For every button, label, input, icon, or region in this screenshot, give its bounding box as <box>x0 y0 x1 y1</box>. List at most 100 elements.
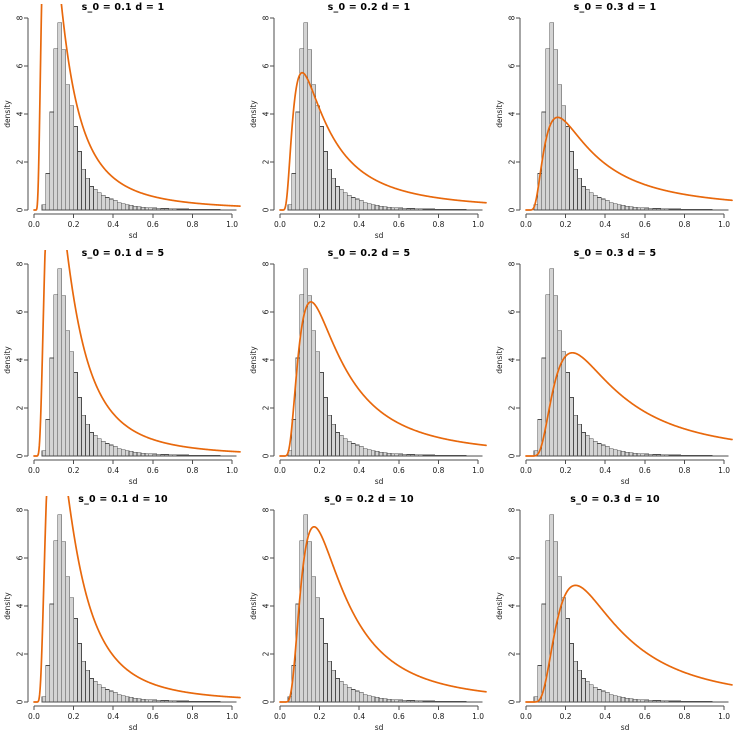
histogram-bar <box>196 454 201 457</box>
x-tick-label: 0.4 <box>107 220 119 229</box>
histogram-bar <box>136 452 142 457</box>
histogram-bar <box>41 696 47 703</box>
x-axis-title: sd <box>129 231 138 240</box>
y-tick-label: 0 <box>508 207 517 212</box>
histogram-bar <box>374 204 380 211</box>
histogram-bar <box>53 48 59 211</box>
x-axis-title: sd <box>375 477 384 486</box>
histogram-bars <box>41 22 237 211</box>
histogram-bar <box>668 700 673 703</box>
histogram-bar <box>442 208 447 211</box>
histogram-bar <box>414 208 420 211</box>
histogram-bar <box>410 700 416 703</box>
histogram-bar <box>656 454 662 457</box>
histogram-bar <box>366 695 372 703</box>
histogram-bar <box>85 669 90 703</box>
x-tick-label: 0.0 <box>520 712 532 721</box>
histogram-bar <box>577 669 582 703</box>
histogram-bar <box>362 202 368 211</box>
histogram-bar <box>688 454 693 457</box>
x-tick-label: 0.8 <box>678 466 690 475</box>
y-tick-label: 4 <box>262 111 271 116</box>
histogram-bar <box>644 207 650 211</box>
histogram-bar <box>589 684 594 703</box>
histogram-bar <box>45 173 51 211</box>
histogram-bar <box>557 84 563 211</box>
histogram-bar <box>604 446 610 457</box>
x-tick-label: 0.2 <box>68 220 80 229</box>
histogram-bar <box>644 699 650 703</box>
histogram-bar <box>100 194 106 211</box>
histogram-bar <box>350 197 356 211</box>
density-curve <box>279 525 487 703</box>
histogram-bar <box>386 206 392 211</box>
histogram-bar <box>311 576 317 703</box>
x-tick-label: 0.2 <box>68 712 80 721</box>
histogram-bar <box>196 700 201 703</box>
histogram-bar <box>160 454 166 457</box>
panel-title: s_0 = 0.3 d = 1 <box>573 2 657 13</box>
axes: 0.0 0.2 0.4 0.6 0.8 1.0 sd 0 2 4 6 8 density <box>495 15 730 240</box>
y-tick-label: 2 <box>508 651 517 656</box>
histogram-bar <box>628 452 634 457</box>
histogram-bar <box>565 618 570 703</box>
histogram-bar <box>616 450 622 457</box>
x-tick-label: 0.8 <box>186 220 198 229</box>
y-axis-title: density <box>3 592 12 620</box>
histogram-bar <box>327 414 332 457</box>
y-tick-label: 0 <box>508 699 517 704</box>
histogram-bar <box>573 414 578 457</box>
x-axis-title: sd <box>129 477 138 486</box>
histogram-bar <box>192 700 197 703</box>
histogram-bar <box>303 22 309 211</box>
histogram-bar <box>414 700 420 703</box>
axes: 0.0 0.2 0.4 0.6 0.8 1.0 sd 0 2 4 6 8 density <box>249 261 484 486</box>
histogram-bar <box>612 203 618 211</box>
x-tick-label: 0.8 <box>186 466 198 475</box>
histogram-bar <box>402 207 408 211</box>
histogram-bar <box>49 357 55 457</box>
y-tick-label: 2 <box>16 405 25 410</box>
x-tick-label: 1.0 <box>718 466 730 475</box>
chart-panel: s_0 = 0.3 d = 10 0.0 0.2 0.4 0.6 0.8 1.0 sd 0 2 4 6… <box>492 492 738 738</box>
histogram-bar <box>53 540 59 703</box>
histogram-bar <box>430 700 435 703</box>
histogram-bar <box>319 372 324 457</box>
histogram-bar <box>188 700 193 703</box>
panel-title: s_0 = 0.3 d = 10 <box>570 494 660 505</box>
histogram-bar <box>112 692 118 703</box>
axes: 0.0 0.2 0.4 0.6 0.8 1.0 sd 0 2 4 6 8 density <box>495 507 730 732</box>
histogram-bar <box>339 681 344 703</box>
histogram-bar <box>585 681 590 703</box>
histogram-bar <box>632 206 638 211</box>
histogram-bar <box>176 700 181 703</box>
histogram-bar <box>604 200 610 211</box>
histogram-bar <box>664 700 669 703</box>
histogram-bar <box>660 700 666 703</box>
histogram-bar <box>303 268 309 457</box>
axes: 0.0 0.2 0.4 0.6 0.8 1.0 sd 0 2 4 6 8 density <box>3 507 238 732</box>
histogram-bar <box>386 452 392 457</box>
x-tick-label: 0.6 <box>147 712 159 721</box>
histogram-bar <box>61 541 67 703</box>
histogram-bar <box>81 168 86 211</box>
histogram-bar <box>354 444 360 457</box>
x-tick-label: 0.8 <box>678 712 690 721</box>
axes: 0.0 0.2 0.4 0.6 0.8 1.0 sd 0 2 4 6 8 density <box>495 261 730 486</box>
y-tick-label: 8 <box>16 507 25 512</box>
histogram-bar <box>100 686 106 703</box>
x-tick-label: 1.0 <box>472 712 484 721</box>
histogram-bar <box>152 699 158 703</box>
histogram-bar <box>100 440 106 457</box>
histogram-bar <box>323 397 328 457</box>
histogram-bar <box>624 697 630 703</box>
histogram-bar <box>346 194 352 211</box>
histogram-bar <box>684 700 689 703</box>
histogram-bar <box>120 449 126 457</box>
histogram-bar <box>394 207 400 211</box>
y-tick-label: 4 <box>16 603 25 608</box>
histogram-bar <box>652 208 658 211</box>
y-tick-label: 2 <box>16 651 25 656</box>
histogram-bar <box>339 189 344 211</box>
histogram-bar <box>164 454 170 457</box>
